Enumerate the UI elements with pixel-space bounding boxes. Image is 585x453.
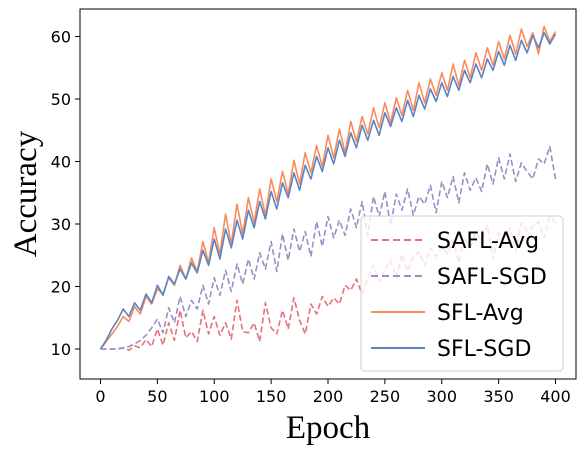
legend: SAFL-Avg SAFL-SGD SFL-Avg SFL-SGD (360, 215, 564, 372)
y-tick-label: 10 (51, 340, 71, 359)
x-tick-label: 300 (426, 387, 457, 406)
y-axis-ticks: 10 20 30 40 50 60 (51, 28, 80, 359)
legend-entry-label: SAFL-Avg (437, 229, 539, 254)
y-tick-label: 20 (51, 278, 71, 297)
y-tick-label: 30 (51, 215, 71, 234)
y-axis-label: Accuracy (8, 130, 44, 257)
legend-entry-label: SFL-SGD (437, 337, 531, 362)
series-line-sfl-sgd (99, 31, 557, 350)
y-tick-label: 60 (51, 28, 71, 47)
x-tick-label: 400 (540, 387, 571, 406)
x-tick-label: 150 (256, 387, 287, 406)
x-tick-label: 250 (370, 387, 401, 406)
x-tick-label: 100 (199, 387, 230, 406)
legend-entry-label: SAFL-SGD (437, 265, 547, 290)
x-tick-label: 200 (313, 387, 344, 406)
y-tick-label: 40 (51, 153, 71, 172)
x-axis-ticks: 0 50 100 150 200 250 300 350 400 (95, 379, 571, 406)
series-line-safl-sgd (100, 145, 557, 350)
x-axis-label: Epoch (286, 410, 371, 446)
y-tick-label: 50 (51, 90, 71, 109)
x-tick-label: 0 (95, 387, 105, 406)
legend-box (360, 215, 564, 372)
x-tick-label: 350 (483, 387, 514, 406)
legend-entry-label: SFL-Avg (437, 301, 524, 326)
x-tick-label: 50 (147, 387, 167, 406)
